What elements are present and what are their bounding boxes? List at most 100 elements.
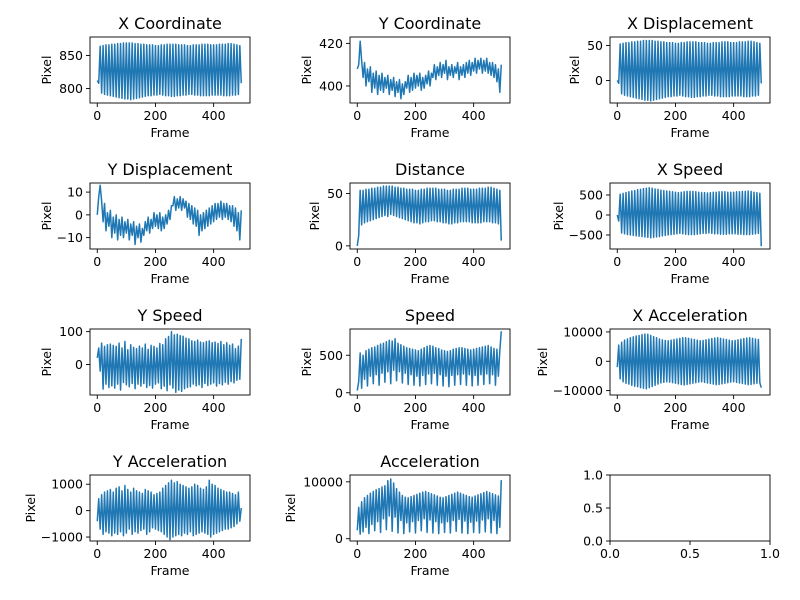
x-tick-label: 200	[404, 400, 428, 415]
y-tick-label: 500	[579, 188, 603, 203]
x-tick-label: 0	[353, 400, 361, 415]
plot-frame	[609, 182, 771, 250]
plot-frame	[349, 328, 511, 396]
x-axis-label: Frame	[151, 125, 190, 140]
subplot-6: 0 200 400 −500 0 500 X Speed Frame Pixel	[551, 160, 771, 286]
x-tick-label: 0	[353, 254, 361, 269]
y-tick-label: 0.0	[583, 534, 603, 549]
series-line	[616, 333, 762, 390]
subplot-2: 0 200 400 400 420 Y Coordinate Frame Pixel	[299, 14, 511, 140]
series-line	[96, 184, 243, 246]
plot-frame	[89, 182, 251, 250]
y-axis-label: Pixel	[39, 56, 54, 85]
x-axis-label: Frame	[411, 125, 450, 140]
y-tick-label: 0	[595, 73, 603, 88]
y-tick-label: −10	[57, 230, 83, 245]
plot-frame	[89, 328, 251, 396]
chart-title: X Acceleration	[632, 306, 747, 325]
subplot-3: 0 200 400 0 50 X Displacement Frame Pixel	[567, 14, 771, 140]
x-tick-label: 200	[664, 400, 688, 415]
subplot-11: 0 200 400 0 10000 Acceleration Frame Pixel	[283, 452, 511, 578]
y-tick-label: −1000	[41, 530, 83, 545]
subplot-12: 0.0 0.5 1.0 0.0 0.5 1.0	[583, 468, 780, 562]
x-tick-label: 400	[722, 254, 746, 269]
x-axis-label: Frame	[671, 417, 710, 432]
x-axis-label: Frame	[671, 125, 710, 140]
x-tick-label: 200	[144, 546, 168, 561]
series-line	[96, 479, 243, 541]
chart-title: Distance	[395, 160, 465, 179]
plot-frame	[609, 36, 771, 104]
x-tick-label: 0	[353, 108, 361, 123]
y-tick-label: 420	[319, 36, 343, 51]
x-axis-label: Frame	[411, 417, 450, 432]
y-axis-label: Pixel	[551, 202, 566, 231]
y-tick-label: 0	[75, 207, 83, 222]
series-line	[356, 478, 503, 535]
x-tick-label: 400	[462, 400, 486, 415]
plot-frame	[609, 328, 771, 396]
y-tick-label: 50	[327, 186, 343, 201]
y-axis-label: Pixel	[283, 494, 298, 523]
y-axis-label: Pixel	[39, 202, 54, 231]
y-tick-label: 100	[59, 324, 83, 339]
x-tick-label: 0	[93, 546, 101, 561]
plot-frame	[89, 36, 251, 104]
x-tick-label: 400	[722, 108, 746, 123]
subplot-4: 0 200 400 −10 0 10 Y Displacement Frame Pixel	[39, 160, 251, 286]
y-axis-label: Pixel	[567, 56, 582, 85]
y-axis-label: Pixel	[23, 494, 38, 523]
x-tick-label: 0	[613, 108, 621, 123]
y-tick-label: 0	[595, 354, 603, 369]
x-tick-label: 400	[462, 108, 486, 123]
y-tick-label: 0	[75, 503, 83, 518]
x-tick-label: 400	[722, 400, 746, 415]
y-axis-label: Pixel	[39, 348, 54, 377]
y-tick-label: 0.5	[583, 501, 603, 516]
series-line	[616, 39, 763, 102]
y-tick-label: 10000	[303, 474, 343, 489]
y-tick-label: 1000	[51, 477, 83, 492]
series-line	[96, 42, 243, 101]
x-tick-label: 400	[202, 254, 226, 269]
y-tick-label: 850	[59, 48, 83, 63]
x-tick-label: 400	[202, 108, 226, 123]
subplot-5: 0 200 400 0 50 Distance Frame Pixel	[307, 160, 511, 286]
y-tick-label: 0	[75, 357, 83, 372]
x-tick-label: 400	[462, 254, 486, 269]
x-tick-label: 200	[144, 108, 168, 123]
x-tick-label: 400	[202, 400, 226, 415]
x-axis-label: Frame	[411, 271, 450, 286]
subplot-9: 0 200 400 −10000 0 10000 X Acceleration Frame Pi…	[535, 306, 771, 432]
x-tick-label: 400	[462, 546, 486, 561]
x-tick-label: 0	[353, 546, 361, 561]
y-tick-label: 800	[59, 81, 83, 96]
chart-title: Acceleration	[380, 452, 479, 471]
x-tick-label: 200	[404, 546, 428, 561]
series-line	[356, 40, 503, 100]
y-axis-label: Pixel	[299, 56, 314, 85]
x-tick-label: 0.5	[680, 546, 700, 561]
x-tick-label: 200	[404, 254, 428, 269]
x-tick-label: 400	[202, 546, 226, 561]
y-tick-label: 0	[335, 531, 343, 546]
y-axis-label: Pixel	[535, 348, 550, 377]
x-tick-label: 200	[404, 108, 428, 123]
subplot-7: 0 200 400 0 100 Y Speed Frame Pixel	[39, 306, 251, 432]
series-line	[356, 185, 503, 246]
series-line	[96, 330, 243, 394]
x-tick-label: 0	[93, 400, 101, 415]
chart-title: X Displacement	[627, 14, 753, 33]
y-tick-label: 0	[335, 238, 343, 253]
y-axis-label: Pixel	[307, 202, 322, 231]
chart-title: Y Displacement	[107, 160, 233, 179]
x-axis-label: Frame	[151, 563, 190, 578]
y-tick-label: 50	[587, 38, 603, 53]
plot-frame	[349, 36, 511, 104]
y-axis-label: Pixel	[299, 348, 314, 377]
x-tick-label: 200	[144, 254, 168, 269]
plot-frame	[349, 182, 511, 250]
chart-title: X Speed	[657, 160, 723, 179]
y-tick-label: −500	[569, 228, 603, 243]
